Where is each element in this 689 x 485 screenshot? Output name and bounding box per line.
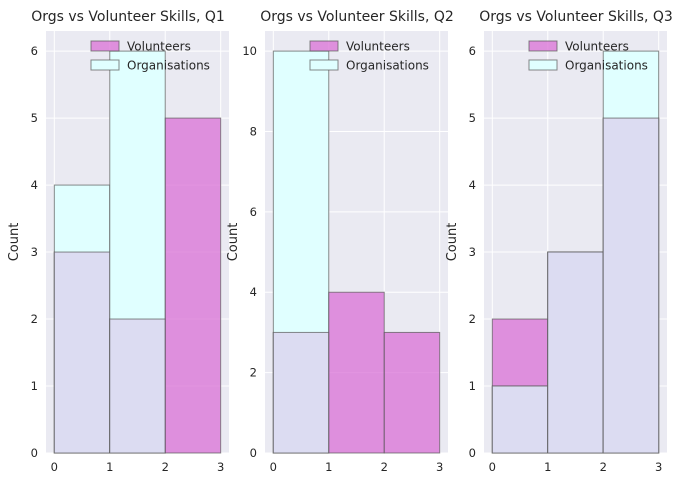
x-tick-label: 2 — [600, 460, 607, 474]
x-tick-label: 0 — [51, 460, 58, 474]
y-axis-label: Count — [7, 223, 22, 262]
y-tick-label: 4 — [250, 285, 257, 299]
y-tick-label: 3 — [469, 245, 476, 259]
x-tick-label: 3 — [655, 460, 662, 474]
legend-swatch — [90, 59, 120, 71]
y-tick-label: 4 — [31, 178, 38, 192]
y-tick-label: 10 — [242, 44, 257, 58]
x-tick-label: 3 — [217, 460, 224, 474]
x-tick-label: 3 — [436, 460, 443, 474]
bar-overlap — [272, 331, 330, 454]
y-tick-label: 0 — [250, 446, 257, 460]
x-tick-label: 1 — [544, 460, 551, 474]
y-tick-label: 0 — [469, 446, 476, 460]
bar-overlap — [491, 385, 549, 454]
legend-label: Organisations — [565, 59, 648, 73]
legend-swatch — [90, 40, 120, 52]
legend-label: Volunteers — [346, 40, 410, 54]
legend-swatch — [528, 40, 558, 52]
subplot-1: 0 1 2 3 0 1 2 3 4 5 6 Count Orgs vs Volunteer Skills… — [7, 9, 229, 474]
chart-title: Orgs vs Volunteer Skills, Q3 — [479, 9, 673, 25]
bar-volunteers — [328, 291, 385, 454]
y-tick-label: 4 — [469, 178, 476, 192]
y-tick-label: 5 — [31, 111, 38, 125]
y-tick-label: 2 — [469, 312, 476, 326]
legend-swatch — [309, 40, 339, 52]
x-tick-label: 1 — [325, 460, 332, 474]
y-axis-label: Count — [226, 223, 241, 262]
legend-label: Volunteers — [127, 40, 191, 54]
legend-swatch — [309, 59, 339, 71]
legend-label: Organisations — [346, 59, 429, 73]
x-tick-label: 1 — [106, 460, 113, 474]
x-tick-label: 0 — [489, 460, 496, 474]
subplot-3: 0 1 2 3 0 1 2 3 4 5 6 Count Orgs vs Volunteer Skills… — [445, 9, 673, 474]
y-axis-label: Count — [445, 223, 460, 262]
y-tick-label: 3 — [31, 245, 38, 259]
x-tick-label: 2 — [162, 460, 169, 474]
bar-overlap — [547, 251, 604, 454]
legend-label: Volunteers — [565, 40, 629, 54]
legend-swatch — [528, 59, 558, 71]
bar-overlap — [53, 251, 111, 454]
bar-overlap — [109, 318, 166, 454]
y-tick-label: 2 — [31, 312, 38, 326]
x-tick-label: 2 — [381, 460, 388, 474]
y-tick-label: 8 — [250, 124, 257, 138]
bar-volunteers — [383, 331, 441, 454]
y-tick-label: 6 — [31, 44, 38, 58]
y-tick-label: 0 — [31, 446, 38, 460]
y-tick-label: 6 — [469, 44, 476, 58]
legend-label: Organisations — [127, 59, 210, 73]
chart-title: Orgs vs Volunteer Skills, Q1 — [31, 9, 225, 25]
y-tick-label: 1 — [31, 379, 38, 393]
bar-volunteers — [164, 117, 222, 454]
y-tick-label: 5 — [469, 111, 476, 125]
y-tick-label: 2 — [250, 366, 257, 380]
y-tick-label: 1 — [469, 379, 476, 393]
y-tick-label: 6 — [250, 205, 257, 219]
x-tick-label: 0 — [270, 460, 277, 474]
chart-title: Orgs vs Volunteer Skills, Q2 — [260, 9, 454, 25]
bar-overlap — [602, 117, 660, 454]
subplot-2: 0 1 2 3 0 2 4 6 8 10 Count Orgs vs Volunteer Skills… — [226, 9, 454, 474]
